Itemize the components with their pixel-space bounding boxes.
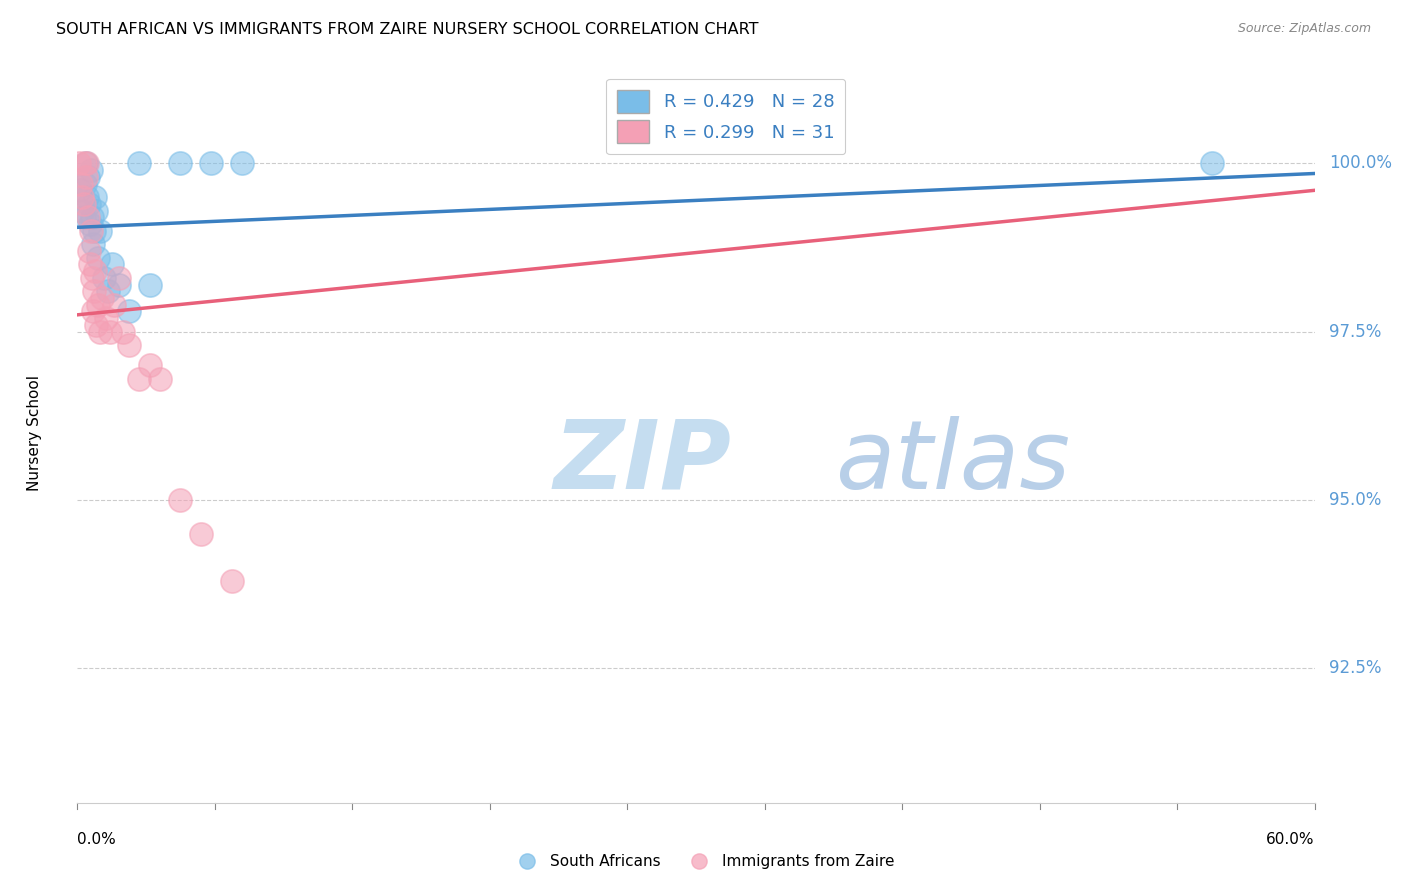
Point bbox=[76, 156, 98, 170]
Point bbox=[82, 304, 104, 318]
Text: ZIP: ZIP bbox=[554, 416, 731, 508]
Point bbox=[77, 196, 100, 211]
Point bbox=[77, 244, 100, 258]
Point bbox=[97, 285, 120, 299]
Point bbox=[89, 224, 111, 238]
Point bbox=[138, 277, 160, 292]
Text: 100.0%: 100.0% bbox=[1330, 154, 1392, 172]
Point bbox=[128, 372, 150, 386]
Text: 0.0%: 0.0% bbox=[77, 832, 117, 847]
Point bbox=[89, 325, 111, 339]
Point bbox=[80, 211, 103, 225]
Point bbox=[72, 211, 94, 225]
Point bbox=[87, 251, 110, 265]
Point bbox=[80, 163, 103, 178]
Point bbox=[231, 156, 253, 170]
Text: atlas: atlas bbox=[835, 416, 1070, 508]
Point bbox=[190, 526, 212, 541]
Text: Source: ZipAtlas.com: Source: ZipAtlas.com bbox=[1237, 22, 1371, 36]
Text: SOUTH AFRICAN VS IMMIGRANTS FROM ZAIRE NURSERY SCHOOL CORRELATION CHART: SOUTH AFRICAN VS IMMIGRANTS FROM ZAIRE N… bbox=[56, 22, 759, 37]
Point bbox=[84, 318, 107, 332]
Legend: R = 0.429   N = 28, R = 0.299   N = 31: R = 0.429 N = 28, R = 0.299 N = 31 bbox=[606, 78, 845, 154]
Point bbox=[80, 270, 103, 285]
Point bbox=[107, 277, 129, 292]
Point bbox=[75, 169, 97, 184]
Point bbox=[76, 211, 98, 225]
Point bbox=[79, 257, 101, 271]
Point bbox=[69, 183, 91, 197]
Point bbox=[76, 190, 98, 204]
Point bbox=[1201, 156, 1223, 170]
Point bbox=[98, 325, 121, 339]
Point bbox=[83, 264, 105, 278]
Point bbox=[84, 203, 107, 218]
Point bbox=[83, 285, 105, 299]
Point bbox=[76, 169, 98, 184]
Point bbox=[73, 177, 96, 191]
Point bbox=[96, 311, 118, 326]
Point bbox=[111, 325, 134, 339]
Point bbox=[72, 190, 94, 204]
Point bbox=[128, 156, 150, 170]
Point bbox=[138, 359, 160, 373]
Text: 95.0%: 95.0% bbox=[1330, 491, 1382, 509]
Legend: South Africans, Immigrants from Zaire: South Africans, Immigrants from Zaire bbox=[506, 848, 900, 875]
Point bbox=[80, 224, 103, 238]
Point bbox=[221, 574, 243, 588]
Point bbox=[72, 196, 94, 211]
Point bbox=[67, 156, 90, 170]
Point bbox=[87, 298, 110, 312]
Point bbox=[75, 156, 97, 170]
Point bbox=[169, 156, 191, 170]
Point bbox=[83, 224, 105, 238]
Point bbox=[91, 291, 114, 305]
Point bbox=[70, 177, 93, 191]
Text: 60.0%: 60.0% bbox=[1267, 832, 1315, 847]
Point bbox=[93, 270, 115, 285]
Text: 92.5%: 92.5% bbox=[1330, 659, 1382, 677]
Point bbox=[73, 156, 96, 170]
Text: Nursery School: Nursery School bbox=[27, 375, 42, 491]
Point bbox=[107, 270, 129, 285]
Point bbox=[118, 304, 141, 318]
Point bbox=[169, 492, 191, 507]
Point bbox=[72, 203, 94, 218]
Point bbox=[149, 372, 172, 386]
Text: 97.5%: 97.5% bbox=[1330, 323, 1382, 341]
Point bbox=[83, 190, 105, 204]
Point bbox=[101, 257, 124, 271]
Point bbox=[103, 298, 125, 312]
Point bbox=[118, 338, 141, 352]
Point bbox=[82, 237, 104, 252]
Point bbox=[200, 156, 222, 170]
Point bbox=[79, 217, 101, 231]
